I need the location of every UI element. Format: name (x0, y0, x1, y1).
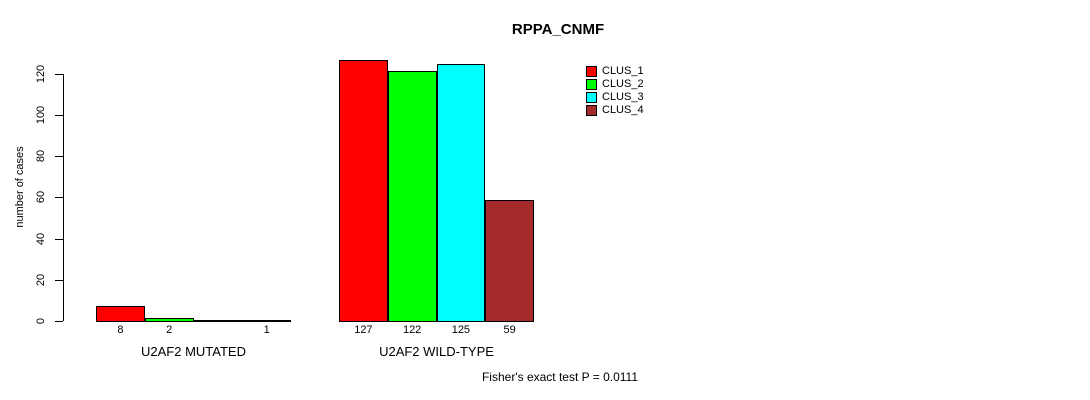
bar-value-label: 127 (354, 324, 373, 336)
y-axis-tick (55, 115, 63, 116)
legend-swatch-clus-3 (586, 92, 597, 103)
bar-value-label: 125 (451, 324, 471, 336)
category-label: U2AF2 MUTATED (141, 344, 246, 359)
legend-label: CLUS_3 (602, 91, 644, 103)
bar-clus-1-group1 (96, 306, 145, 322)
bar-value-label: 59 (503, 324, 516, 336)
y-axis-tick-label: 60 (35, 190, 47, 204)
category-label: U2AF2 WILD-TYPE (379, 344, 494, 359)
bar-value-label: 8 (117, 324, 124, 336)
legend-label: CLUS_4 (602, 104, 644, 116)
y-axis-tick (55, 156, 63, 157)
bar-value-label: 1 (263, 324, 270, 336)
y-axis-tick (55, 239, 63, 240)
y-axis-tick-label: 80 (35, 149, 47, 163)
bar-clus-4-group1 (242, 320, 291, 322)
y-axis-tick-label: 40 (35, 232, 47, 246)
y-axis-tick-label: 20 (35, 273, 47, 287)
legend-item: CLUS_1 (586, 65, 644, 78)
legend: CLUS_1 CLUS_2 CLUS_3 CLUS_4 (586, 65, 644, 117)
y-axis-line (63, 74, 64, 321)
bar-clus-2-group1 (145, 318, 194, 322)
y-axis-tick (55, 197, 63, 198)
chart-title: RPPA_CNMF (511, 21, 605, 38)
fisher-test-note: Fisher's exact test P = 0.0111 (481, 370, 639, 384)
legend-item: CLUS_3 (586, 91, 644, 104)
bar-clus-4-group2 (485, 200, 534, 322)
legend-item: CLUS_2 (586, 78, 644, 91)
bar-clus-3-group2 (437, 64, 485, 322)
y-axis-title: number of cases (14, 146, 26, 228)
bar-clus-1-group2 (339, 60, 388, 322)
legend-item: CLUS_4 (586, 104, 644, 117)
y-axis-tick-label: 0 (35, 317, 47, 325)
y-axis-tick (55, 74, 63, 75)
bar-value-label: 122 (402, 324, 422, 336)
bar-value-label: 2 (166, 324, 173, 336)
y-axis-tick (55, 280, 63, 281)
legend-swatch-clus-4 (586, 105, 597, 116)
legend-label: CLUS_1 (602, 65, 644, 77)
y-axis-tick (55, 321, 63, 322)
y-axis-tick-label: 120 (35, 64, 47, 84)
legend-label: CLUS_2 (602, 78, 644, 90)
y-axis-tick-label: 100 (35, 105, 47, 125)
bar-clus-2-group2 (388, 71, 437, 322)
legend-swatch-clus-2 (586, 79, 597, 90)
legend-swatch-clus-1 (586, 66, 597, 77)
bar-clus-3-group1 (194, 320, 242, 322)
